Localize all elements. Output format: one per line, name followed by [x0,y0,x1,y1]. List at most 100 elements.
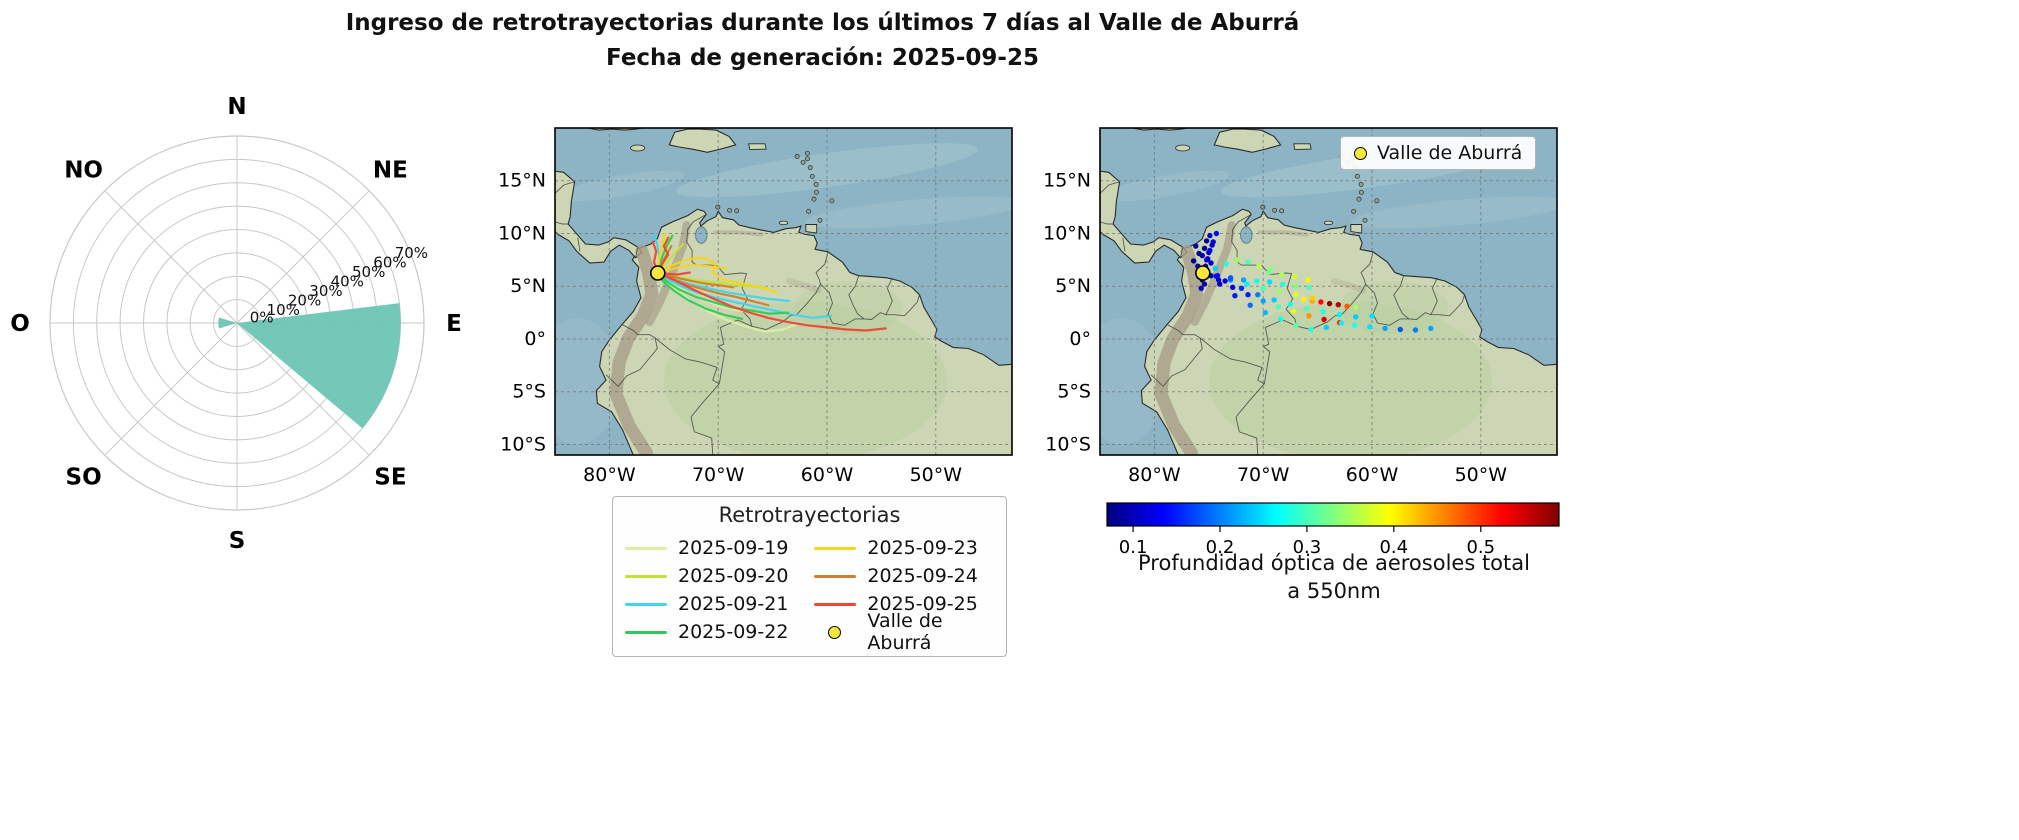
aod-point [1207,232,1213,239]
aod-point [1222,278,1228,284]
compass-label-e: E [446,311,462,337]
trajectories-map-panel: 80°W 70°W 60°W 50°W 15°N 10°N 5°N 0° 5°S 10°S [498,127,1013,486]
country-border [863,294,920,320]
country-border [690,383,720,455]
compass-label-se: SE [374,464,406,490]
small-island [794,154,800,159]
aod-point [1234,257,1240,263]
legend-label: 2025-09-25 [867,593,978,615]
small-island [1279,208,1285,214]
aod-point [1369,313,1375,319]
country-border [1100,181,1120,194]
small-island [806,208,812,214]
country-border [1122,237,1126,252]
colorbar [1106,502,1560,527]
legend-entry: 2025-09-19 [625,534,788,562]
small-island [807,165,813,171]
map-frame [1099,127,1558,456]
legend-entries: 2025-09-19 2025-09-20 2025-09-21 2025-09-22… [625,534,994,654]
legend-label: 2025-09-21 [678,593,789,615]
legend-entry: 2025-09-23 [814,534,994,562]
aod-point [1277,316,1284,322]
aod-point [1201,245,1208,251]
rose-tick-label: 50% [352,263,385,281]
aod-point [1351,322,1358,328]
legend-entry: 2025-09-22 [625,618,788,646]
legend-entry: Valle de Aburrá [814,610,994,654]
colorbar-tick-label: 0.1 [1119,537,1148,558]
aod-point [1205,256,1211,262]
country-border [1180,247,1184,258]
rose-tick-label: 30% [309,282,342,300]
legend-label: 2025-09-22 [678,621,789,643]
small-island [813,181,819,187]
windrose-sector [218,317,237,329]
y-tick-label: 15°N [498,170,546,192]
aod-point [1214,273,1221,279]
country-border [1235,383,1265,455]
x-tick-label: 80°W [1128,464,1181,486]
legend-label: 2025-09-19 [678,537,789,559]
aod-point [1276,288,1283,295]
compass-label-n: N [227,94,246,120]
figure-subtitle: Fecha de generación: 2025-09-25 [606,45,1039,71]
aod-point [1193,243,1199,249]
aod-point [1260,298,1266,304]
trajectory-2025-09-22 [656,271,744,320]
trajectories-legend: Retrotrayectorias 2025-09-19 2025-09-20 20… [612,496,1007,657]
colorbar-tick-label: 0.5 [1466,537,1495,558]
aod-point [1318,299,1324,305]
legend-line-swatch [625,630,667,634]
small-island [800,159,806,165]
lake-maracaibo [695,226,708,244]
aod-map-panel: 80°W 70°W 60°W 50°W 15°N 10°N 5°N 0° 5°S 10°S [1043,127,1558,486]
aod-point [1336,312,1343,318]
legend-label: Valle de Aburrá [867,610,943,654]
colorbar-tick-label: 0.3 [1293,537,1322,558]
small-island [1374,198,1380,204]
small-island [734,208,740,214]
country-border [1408,294,1465,320]
aod-point [1255,292,1261,298]
aod-point [1338,320,1345,326]
country-border [555,181,575,194]
small-island [1358,189,1364,195]
small-island [1351,208,1357,214]
legend-line-swatch [625,546,667,550]
aod-point [1287,301,1294,307]
trajectory-2025-09-23 [656,232,666,275]
aod-point [1397,326,1403,333]
y-tick-label: 10°N [1043,223,1091,245]
aod-point [1232,293,1238,299]
small-island [1358,181,1364,187]
small-island [727,207,733,213]
small-island [804,156,810,162]
trajectory-2025-09-24 [656,271,735,289]
country-border [885,277,893,315]
colorbar-panel: 0.1 0.2 0.3 0.4 0.5 [1106,502,1560,558]
legend-line-swatch [814,602,857,606]
aod-point [1279,271,1285,278]
compass-label-so: SO [66,464,102,490]
y-tick-label: 5°S [1057,381,1091,403]
aod-point [1213,230,1220,237]
y-tick-label: 15°N [1043,170,1091,192]
trajectory-map [555,128,1012,455]
site-marker-icon [1354,146,1367,160]
country-border [1365,283,1409,326]
rose-tick-label: 0% [250,308,274,326]
island-trinidad [1350,224,1363,234]
country-border [815,251,829,285]
site-legend: Valle de Aburrá [1340,136,1537,170]
figure-title: Ingreso de retrotrayectorias durante los… [345,10,1300,36]
aod-point [1266,269,1272,276]
aod-point [1245,292,1251,298]
compass-label-ne: NE [373,158,408,184]
windrose-panel: 0%10%20%30%40%50%60%70% N NE E SE S SO O NO [10,94,462,554]
aod-point [1353,304,1359,310]
country-border [1393,275,1410,320]
aod-point [1306,284,1312,290]
aod-point [1190,258,1197,264]
x-tick-label: 60°W [1346,464,1399,486]
x-tick-label: 50°W [1455,464,1508,486]
